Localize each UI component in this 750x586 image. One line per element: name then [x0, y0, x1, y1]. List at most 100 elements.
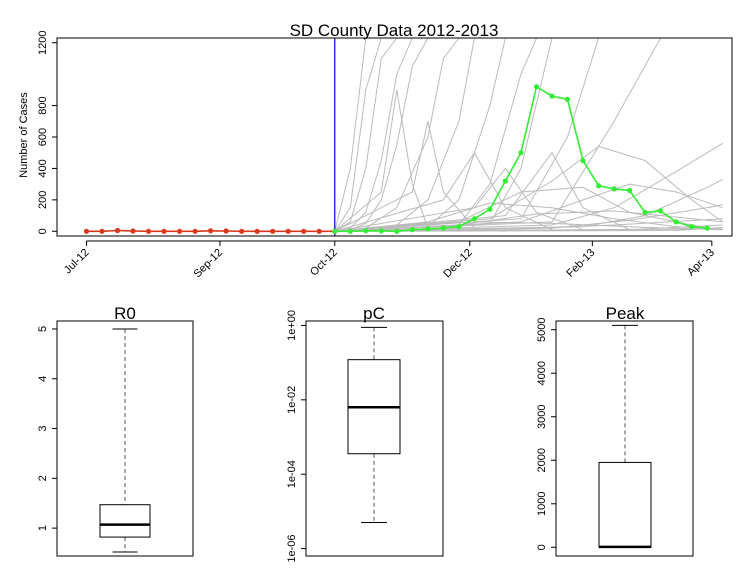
trajectory-line-18 [334, 186, 708, 232]
iqr-box [598, 461, 652, 548]
y-tick-label-2: 1e-04 [286, 460, 298, 488]
trajectory-line-17 [334, 151, 630, 232]
y-tick-label-0: 0 [37, 228, 49, 234]
y-tick-label-3: 3 [37, 425, 49, 431]
y-tick-label-4: 3000 [536, 404, 548, 428]
y-tick-label-600: 600 [37, 128, 49, 146]
series-1-point-8 [192, 228, 198, 234]
observed-series [83, 84, 710, 234]
x-tick-label-2: Sep-12 [191, 247, 225, 281]
time-series-panel: SD County Data 2012-2013 Number of Cases… [18, 21, 733, 281]
series-2-point-8 [440, 225, 446, 231]
series-2-point-5 [394, 228, 400, 234]
series-2-point-17 [580, 158, 586, 164]
trajectory-line-11 [334, 37, 600, 232]
y-tick-label-400: 400 [37, 159, 49, 177]
boxplot-peak-title: Peak [606, 304, 645, 323]
trajectory-line-24 [334, 210, 723, 232]
series-1-point-5 [146, 228, 152, 234]
y-axis: 0 200 400 600 800 1200 [37, 30, 58, 234]
series-1-point-16 [316, 228, 322, 234]
y-tick-label-1: 0 [536, 544, 548, 550]
y-tick-label-4: 4 [37, 376, 49, 382]
y-tick-label-4: 1e+00 [286, 310, 298, 341]
series-2-point-2 [347, 228, 353, 234]
x-tick-label-6: Apr-13 [685, 247, 717, 279]
series-2-point-15 [549, 93, 555, 99]
trajectory-line-20 [334, 183, 723, 232]
series-1-point-15 [301, 228, 307, 234]
x-tick-label-3: Oct-12 [308, 247, 340, 279]
chart-title: SD County Data 2012-2013 [290, 21, 499, 40]
trajectory-line-21 [334, 142, 723, 232]
boxplot-pc-panel: pC 1e-06 1e-04 1e-02 1e+00 [286, 304, 444, 563]
trajectory-line-2 [334, 37, 382, 232]
series-1-point-3 [114, 227, 121, 234]
series-2-point-1 [332, 228, 338, 234]
series-2-point-7 [425, 226, 431, 232]
boxplot-r0-title: R0 [114, 304, 136, 323]
trajectory-line-22 [334, 178, 723, 232]
y-tick-label-2: 1000 [536, 492, 548, 516]
series-1-point-6 [161, 228, 167, 234]
y-tick-label-200: 200 [37, 191, 49, 209]
series-2-point-21 [642, 209, 648, 215]
y-tick-label-6: 5000 [536, 317, 548, 341]
boxplot-pc-title: pC [363, 304, 385, 323]
series-1-point-1 [83, 228, 90, 234]
series-2-point-22 [658, 208, 664, 214]
series-2-point-20 [627, 187, 633, 193]
trajectory-line-4 [334, 37, 413, 232]
series-2-point-18 [596, 183, 602, 189]
series-2-point-19 [611, 186, 617, 192]
series-2-point-3 [363, 228, 369, 234]
y-tick-label-1200: 1200 [37, 30, 49, 54]
series-2-point-16 [564, 96, 571, 102]
y-tick-label-5: 4000 [536, 361, 548, 385]
trajectory-line-19 [334, 145, 723, 232]
y-tick-label-1: 1 [37, 525, 49, 531]
forecast-trajectories [334, 37, 723, 232]
trajectory-line-3 [334, 37, 398, 232]
series-2-point-10 [471, 216, 477, 222]
trajectory-line-15 [334, 151, 553, 232]
series-1-point-7 [177, 228, 183, 234]
series-1-point-12 [254, 228, 260, 234]
series-1-point-2 [99, 228, 105, 234]
series-2-point-24 [689, 224, 695, 230]
series-1-point-13 [270, 228, 276, 234]
trajectory-line-16 [334, 167, 584, 232]
series-1-point-10 [223, 228, 229, 234]
series-2-point-4 [378, 228, 384, 234]
trajectory-line-10 [334, 37, 553, 232]
iqr-box [99, 504, 151, 538]
trajectory-line-6 [334, 37, 460, 232]
plot-frame [56, 320, 194, 557]
y-tick-label-3: 2000 [536, 448, 548, 472]
series-1-point-9 [208, 228, 214, 234]
boxplot-r0-panel: R0 1 2 3 4 5 [37, 304, 194, 557]
trajectory-line-1 [334, 37, 367, 232]
plot-frame [56, 37, 733, 237]
x-tick-label-1: Jul-12 [62, 247, 92, 277]
y-tick-label-1: 1e-06 [286, 534, 298, 562]
trajectory-line-5 [334, 37, 429, 232]
y-tick-label-800: 800 [37, 96, 49, 114]
series-2-point-6 [409, 227, 415, 233]
y-tick-label-3: 1e-02 [286, 386, 298, 414]
x-axis: Jul-12 Sep-12 Oct-12 Dec-12 Feb-13 Apr-13 [62, 240, 717, 281]
y-tick-label-2: 2 [37, 475, 49, 481]
series-2-point-14 [533, 84, 540, 90]
series-2-point-9 [456, 224, 462, 230]
y-axis-title: Number of Cases [18, 92, 30, 178]
series-1-point-11 [239, 228, 245, 234]
boxplot-peak-panel: Peak 0 1000 2000 3000 4000 5000 [536, 304, 694, 557]
series-2-point-13 [518, 150, 524, 156]
plot-area [83, 37, 723, 236]
trajectory-line-23 [334, 202, 723, 232]
y-tick-label-5: 5 [37, 326, 49, 332]
series-2-point-25 [704, 225, 710, 231]
series-1-point-4 [130, 228, 136, 234]
x-tick-label-4: Dec-12 [441, 247, 475, 281]
